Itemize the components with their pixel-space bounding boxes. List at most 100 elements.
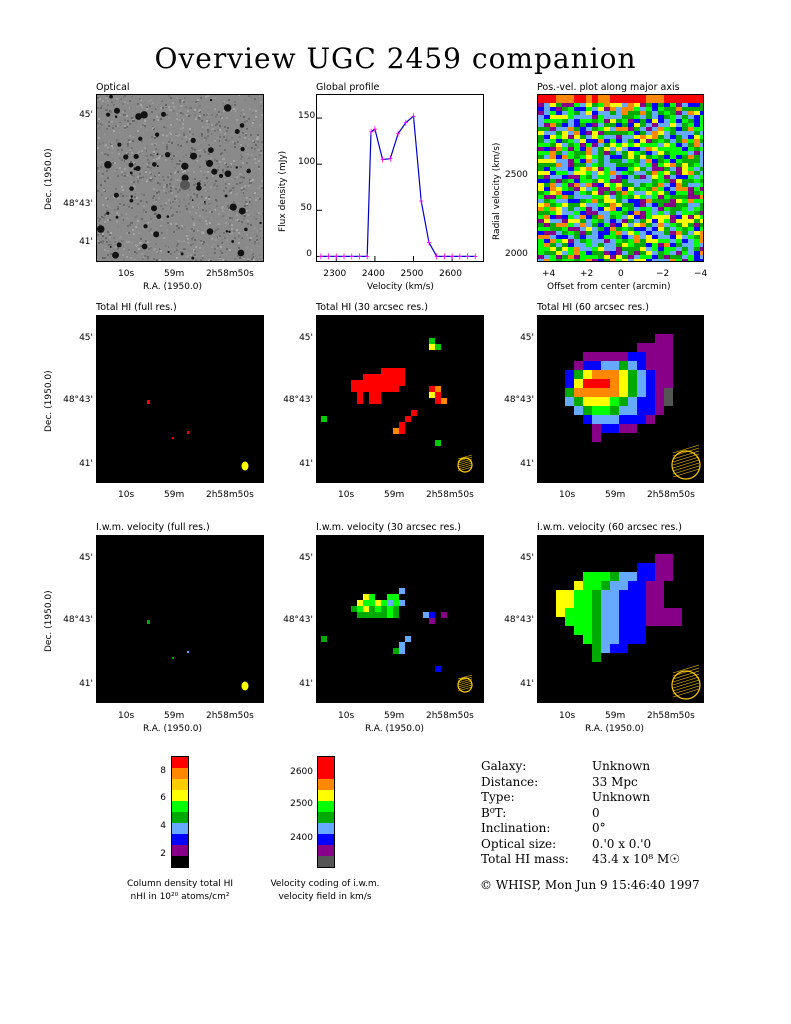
map-pixel: [429, 392, 435, 398]
map-pixel: [610, 590, 619, 599]
ra-tick-label: 59m: [164, 711, 185, 721]
map-pixel: [655, 379, 664, 388]
map-pixel: [583, 370, 592, 379]
dec-label-1: Dec. (1950.0): [44, 148, 54, 210]
map-pixel: [583, 379, 592, 388]
map-pixel: [369, 380, 375, 386]
map-pixel: [628, 608, 637, 617]
map-pixel: [592, 406, 601, 415]
ra-tick-label: 2h58m50s: [647, 711, 695, 721]
map-pixel: [592, 599, 601, 608]
map-pixel: [637, 415, 646, 424]
dec-tick-label: 48°43': [283, 395, 313, 405]
vel-60-map: [537, 535, 704, 703]
dec-tick-label: 48°43': [63, 395, 93, 405]
info-key: Distance:: [481, 774, 539, 789]
ra-label-3: R.A. (1950.0): [365, 724, 425, 734]
colorbar-swatch: [172, 790, 188, 801]
map-pixel: [601, 617, 610, 626]
map-pixel: [583, 626, 592, 635]
map-pixel: [664, 397, 673, 406]
map-pixel: [583, 361, 592, 370]
dec-tick-label: 48°43': [63, 199, 93, 209]
ra-tick-label: 2h58m50s: [206, 490, 254, 500]
map-pixel: [610, 608, 619, 617]
map-pixel: [369, 612, 375, 618]
colorbar-swatch: [172, 856, 188, 867]
map-pixel: [619, 361, 628, 370]
map-pixel: [637, 397, 646, 406]
map-pixel: [592, 617, 601, 626]
map-pixel: [357, 392, 363, 398]
map-pixel: [664, 608, 673, 617]
density-tick-label: 6: [160, 793, 166, 803]
info-value: 0°: [592, 821, 606, 835]
hi-30-map: [316, 315, 484, 483]
map-pixel: [592, 608, 601, 617]
beam-ellipse: [241, 461, 249, 471]
map-pixel: [646, 379, 655, 388]
map-pixel: [574, 608, 583, 617]
map-pixel: [655, 370, 664, 379]
map-pixel: [363, 612, 369, 618]
map-pixel: [387, 386, 393, 392]
map-pixel: [429, 386, 435, 392]
map-pixel: [393, 606, 399, 612]
map-pixel: [399, 428, 405, 434]
global-profile-chart: [316, 94, 484, 262]
ra-tick-label: 59m: [384, 490, 405, 500]
map-pixel: [646, 388, 655, 397]
ra-tick-label: 2h58m50s: [426, 711, 474, 721]
map-pixel: [601, 406, 610, 415]
colorbar-swatch: [318, 801, 334, 812]
map-pixel: [637, 563, 646, 572]
map-pixel: [592, 370, 601, 379]
hi-30-title: Total HI (30 arcsec res.): [316, 302, 428, 313]
map-pixel: [393, 648, 399, 654]
map-pixel: [610, 415, 619, 424]
map-pixel: [423, 612, 429, 618]
map-pixel: [646, 406, 655, 415]
map-pixel: [399, 600, 405, 606]
map-pixel: [601, 599, 610, 608]
map-pixel: [369, 594, 375, 600]
map-pixel: [601, 572, 610, 581]
map-pixel: [628, 617, 637, 626]
colorbar-swatch: [172, 845, 188, 856]
map-pixel: [399, 368, 405, 374]
map-pixel: [592, 653, 601, 662]
map-pixel: [655, 590, 664, 599]
ra-tick-label: 10s: [559, 490, 576, 500]
map-pixel: [637, 599, 646, 608]
colorbar-swatch: [318, 856, 334, 867]
map-pixel: [592, 388, 601, 397]
map-pixel: [610, 626, 619, 635]
map-pixel: [583, 608, 592, 617]
ra-tick-label: 2h58m50s: [647, 490, 695, 500]
map-pixel: [655, 352, 664, 361]
map-pixel: [583, 406, 592, 415]
dec-tick-label: 41': [79, 459, 93, 469]
hi-full-title: Total HI (full res.): [96, 302, 177, 313]
map-pixel: [592, 626, 601, 635]
map-pixel: [565, 397, 574, 406]
info-value: 0: [592, 805, 600, 820]
pv-ylabel: Radial velocity (km/s): [492, 142, 502, 240]
pv-ytick-label: 2500: [505, 170, 528, 180]
map-pixel: [619, 388, 628, 397]
map-pixel: [369, 600, 375, 606]
dec-tick-label: 48°43': [283, 615, 313, 625]
map-pixel: [655, 572, 664, 581]
map-pixel: [381, 612, 387, 618]
map-pixel: [664, 334, 673, 343]
map-pixel: [592, 397, 601, 406]
map-pixel: [601, 626, 610, 635]
colorbar-swatch: [172, 834, 188, 845]
map-pixel: [655, 343, 664, 352]
map-pixel: [592, 581, 601, 590]
optical-image: [96, 94, 264, 262]
profile-ylabel: Flux density (mJy): [278, 150, 288, 232]
dec-label-3: Dec. (1950.0): [44, 590, 54, 652]
vel-30-title: I.w.m. velocity (30 arcsec res.): [316, 522, 461, 533]
pv-xtick-label: +2: [580, 269, 594, 279]
